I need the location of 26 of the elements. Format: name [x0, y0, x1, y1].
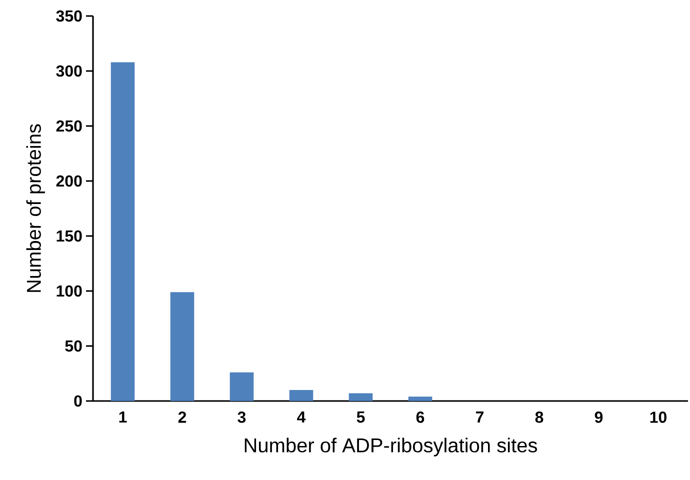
- x-tick-label: 1: [119, 412, 127, 423]
- y-tick-label: 150: [56, 230, 82, 242]
- x-tick-label: 5: [356, 412, 365, 423]
- x-tick-label: 7: [476, 412, 484, 423]
- bar: [110, 62, 135, 401]
- bar: [348, 393, 373, 401]
- y-axis-title: Number of proteins: [26, 124, 45, 292]
- x-tick-label: 6: [416, 412, 424, 423]
- x-tick-label: 2: [178, 412, 186, 423]
- y-tick-label: 350: [56, 10, 82, 22]
- y-tick-label: 250: [56, 120, 82, 132]
- x-tick-label: 10: [650, 412, 666, 423]
- y-tick-label: 100: [56, 285, 82, 297]
- y-tick-label: 0: [74, 395, 82, 407]
- bar: [230, 372, 254, 401]
- x-axis-title: Number of ADP-ribosylation sites: [244, 438, 537, 456]
- bar: [289, 390, 314, 401]
- y-tick-label: 300: [56, 65, 82, 77]
- x-tick-label: 8: [535, 412, 544, 423]
- x-tick-label: 3: [238, 412, 246, 423]
- bar: [170, 292, 194, 401]
- x-tick-label: 9: [594, 412, 603, 423]
- y-tick-label: 200: [56, 175, 82, 187]
- x-tick-label: 4: [297, 412, 306, 423]
- bar: [408, 396, 432, 401]
- y-tick-label: 50: [65, 340, 82, 352]
